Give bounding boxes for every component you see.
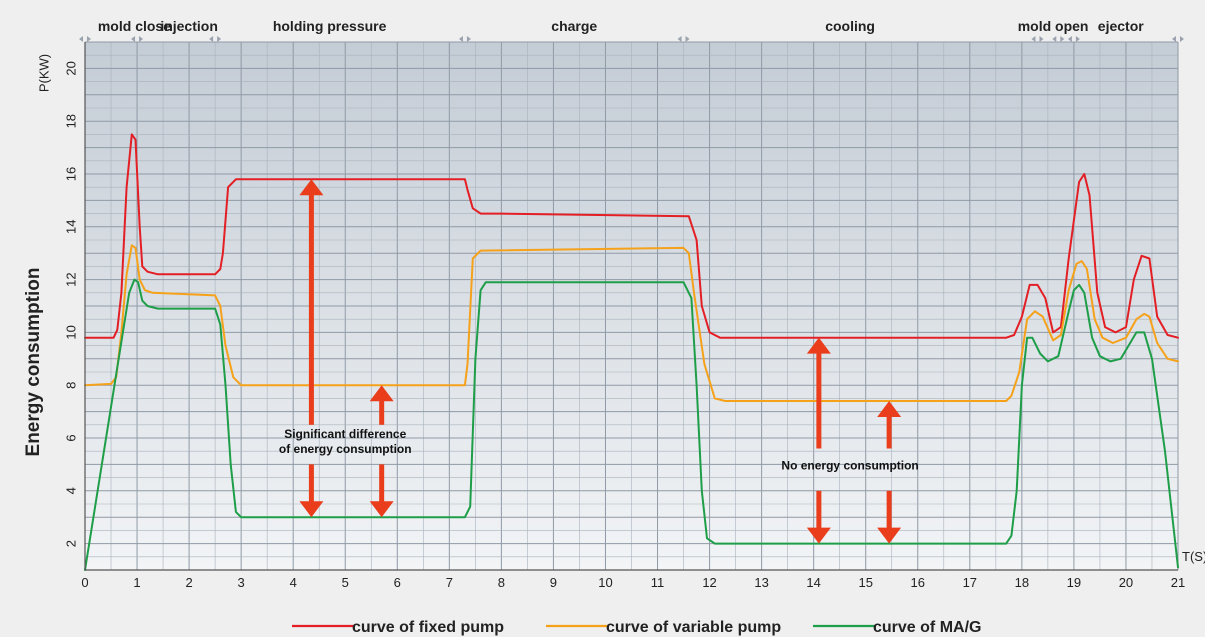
legend-label-3: curve of MA/G (873, 619, 981, 636)
x-tick-label: 12 (702, 575, 716, 590)
x-tick-label: 15 (858, 575, 872, 590)
phase-label: ejector (1098, 18, 1144, 34)
y-tick-label: 18 (63, 114, 78, 128)
axes: 0 1 2 3 4 5 6 7 8 9 10 11 12 13 14 15 16 17 18 19 20 21246810… (23, 42, 1205, 590)
x-tick-label: 3 (238, 575, 245, 590)
x-tick-label: 20 (1119, 575, 1133, 590)
x-unit-label: T(S) (1182, 549, 1205, 564)
annotation-text: of energy consumption (279, 442, 412, 456)
x-tick-label: 11 (651, 575, 665, 590)
y-tick-label: 4 (63, 487, 78, 494)
annotation-text: No energy consumption (781, 459, 918, 473)
phase-boundary-marker (1172, 36, 1184, 42)
legend-label-1: curve of fixed pump (352, 619, 504, 636)
y-tick-label: 16 (63, 167, 78, 181)
phase-boundary-marker (79, 36, 91, 42)
y-tick-label: 20 (63, 61, 78, 75)
phase-label: injection (160, 18, 218, 34)
y-tick-label: 6 (63, 434, 78, 441)
y-tick-label: 10 (63, 325, 78, 339)
phase-label: charge (551, 18, 597, 34)
y-tick-label: 12 (63, 272, 78, 286)
annotation-text: Significant difference (284, 427, 406, 441)
y-axis-title: Energy consumption (23, 268, 44, 457)
x-tick-label: 1 (133, 575, 140, 590)
x-tick-label: 14 (806, 575, 820, 590)
arrow-up (299, 179, 324, 425)
y-tick-label: 2 (63, 540, 78, 547)
series-line-3 (84, 278, 1179, 571)
phase-label: cooling (825, 18, 875, 34)
x-tick-label: 5 (342, 575, 349, 590)
arrows-layer (299, 179, 902, 544)
x-tick-label: 17 (963, 575, 977, 590)
x-tick-label: 4 (290, 575, 297, 590)
x-tick-label: 13 (754, 575, 768, 590)
y-unit-label: P(KW) (36, 54, 51, 92)
phase-label: holding pressure (273, 18, 387, 34)
series-layer (84, 133, 1179, 571)
arrow-down (806, 490, 831, 544)
x-tick-label: 18 (1015, 575, 1029, 590)
phase-boundary-marker (1052, 36, 1065, 42)
phase-label: mold close (98, 18, 171, 34)
grid (84, 41, 1179, 571)
x-tick-label: 16 (911, 575, 925, 590)
x-tick-label: 19 (1067, 575, 1081, 590)
x-tick-label: 7 (446, 575, 453, 590)
arrow-up (806, 337, 831, 449)
legend-label-2: curve of variable pump (606, 619, 781, 636)
phase-boundary-marker (131, 36, 144, 42)
x-tick-label: 0 (81, 575, 88, 590)
arrow-down (299, 464, 324, 518)
x-tick-label: 6 (394, 575, 401, 590)
x-tick-label: 2 (185, 575, 192, 590)
x-tick-label: 8 (498, 575, 505, 590)
y-tick-label: 14 (63, 220, 78, 234)
phase-label: mold open (1018, 18, 1089, 34)
phase-boundary-marker (1031, 36, 1044, 42)
x-tick-label: 10 (598, 575, 612, 590)
x-tick-label: 9 (550, 575, 557, 590)
arrow-down (877, 490, 902, 544)
series-line-2 (84, 244, 1179, 402)
arrow-up (877, 401, 902, 449)
phase-boundary-marker (677, 36, 690, 42)
x-tick-label: 21 (1171, 575, 1185, 590)
phase-boundary-marker (458, 36, 471, 42)
series-line-1 (84, 133, 1179, 339)
arrow-down (369, 464, 394, 518)
arrow-up (369, 385, 394, 425)
phase-boundary-marker (1067, 36, 1080, 42)
legend: curve of fixed pump curve of variable pum… (292, 619, 981, 636)
phase-boundary-marker (209, 36, 222, 42)
y-tick-label: 8 (63, 382, 78, 389)
